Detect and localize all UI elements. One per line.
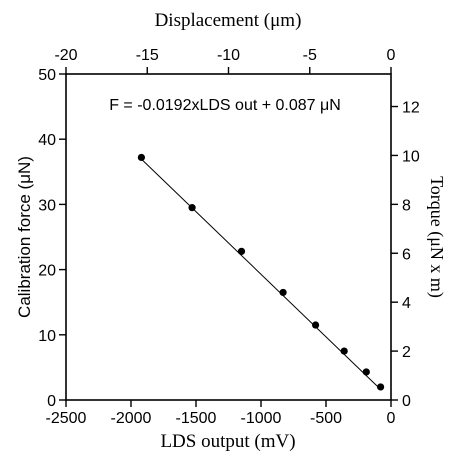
y2-tick-label-4: 8: [402, 197, 411, 214]
y-tick-label-1: 10: [38, 328, 56, 345]
y2-axis-title: Torque (μN x m): [426, 176, 447, 298]
x2-tick-label-1: -15: [136, 47, 159, 64]
fit-line: [141, 158, 381, 390]
data-point-1: [188, 204, 196, 212]
x-tick-label-2: -1500: [176, 410, 217, 427]
x-tick-label-1: -2000: [111, 410, 152, 427]
x2-tick-label-2: -10: [217, 47, 240, 64]
y-tick-label-0: 0: [47, 393, 56, 410]
y2-tick-label-1: 2: [402, 344, 411, 361]
data-point-5: [340, 347, 348, 355]
y-tick-label-5: 50: [38, 67, 56, 84]
y2-tick-label-5: 10: [402, 148, 420, 165]
y2-tick-label-6: 12: [402, 100, 420, 117]
x-tick-label-3: -1000: [241, 410, 282, 427]
y-tick-label-4: 40: [38, 132, 56, 149]
y2-tick-label-0: 0: [402, 393, 411, 410]
x-tick-label-0: -2500: [46, 410, 87, 427]
x2-tick-label-4: 0: [387, 47, 396, 64]
points-layer: [137, 153, 385, 391]
ticks-layer: -2500 -2000 -1500 -1000 -500 0-20 -15 -10 -5 0010…: [38, 47, 420, 427]
data-point-6: [362, 368, 370, 376]
x-tick-label-4: -500: [310, 410, 342, 427]
x2-tick-label-3: -5: [303, 47, 317, 64]
y2-tick-label-2: 4: [402, 295, 411, 312]
fit-equation-annotation: F = -0.0192xLDS out + 0.087 μN: [109, 97, 341, 114]
y2-tick-label-3: 6: [402, 246, 411, 263]
data-point-2: [237, 247, 246, 255]
fit-layer: [141, 158, 381, 390]
y-axis-title: Calibration force (μN): [15, 156, 34, 318]
x2-tick-label-0: -20: [54, 47, 77, 64]
y-tick-label-2: 20: [38, 263, 56, 280]
data-point-7: [377, 383, 385, 391]
x-axis-title: LDS output (mV): [160, 431, 295, 452]
data-point-3: [279, 288, 287, 297]
data-point-4: [312, 321, 320, 329]
top-axis-title: Displacement (μm): [155, 10, 302, 31]
x-tick-label-5: 0: [387, 410, 396, 427]
data-point-0: [137, 153, 145, 162]
y-tick-label-3: 30: [38, 197, 56, 214]
